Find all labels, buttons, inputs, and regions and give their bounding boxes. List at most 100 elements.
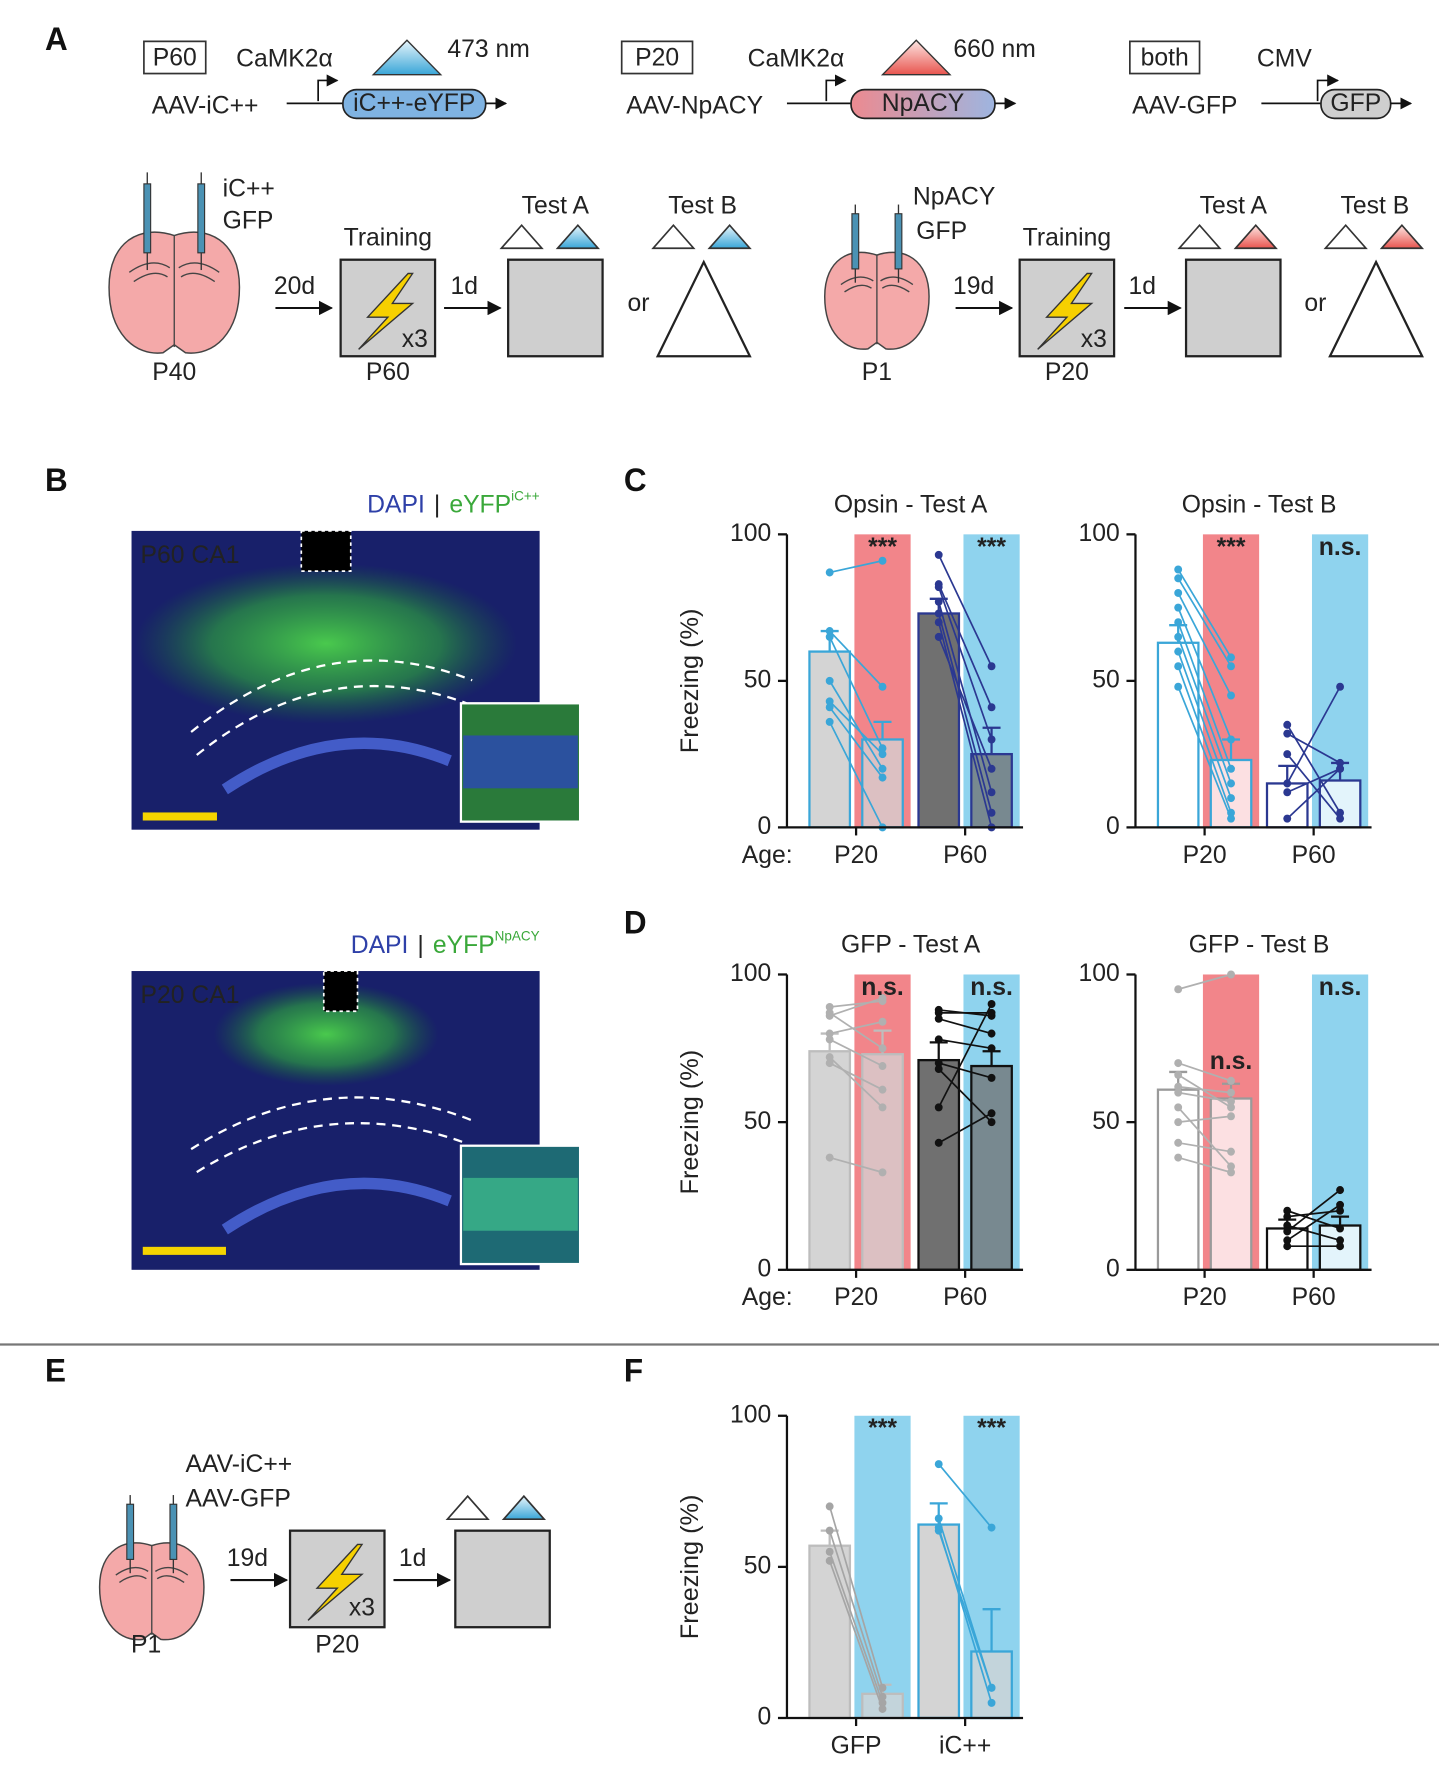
pair-line [829, 706, 884, 779]
pair-point [1283, 779, 1292, 788]
pair-point [825, 1502, 834, 1511]
shock-icon [1037, 272, 1094, 350]
label: x3 [1081, 325, 1107, 353]
pair-point [934, 1526, 943, 1535]
pair-point [1227, 653, 1235, 662]
pair-point [1283, 814, 1292, 823]
pair-line [829, 700, 884, 755]
pair-point [1227, 735, 1235, 744]
pair-point [934, 1460, 943, 1469]
pair-line [828, 1551, 884, 1704]
panel-label: B [45, 462, 68, 498]
error-bar [929, 1041, 948, 1061]
y-axis-label: Freezing (%) [676, 1050, 704, 1195]
bar [917, 1058, 961, 1271]
bar [970, 1064, 1013, 1271]
pair-line [1178, 1141, 1232, 1153]
pair-point [1174, 1088, 1183, 1097]
bar [917, 612, 961, 829]
bar [917, 1523, 961, 1720]
pair-point [878, 556, 887, 565]
pair-point [1174, 603, 1183, 612]
x-axis-label: Age: [742, 841, 793, 869]
pair-line [937, 554, 993, 667]
pair-point [1174, 588, 1183, 597]
pair-point [1227, 1112, 1235, 1121]
pair-point [1174, 647, 1183, 656]
pair-point [1336, 758, 1345, 767]
pair-point [825, 1153, 834, 1162]
label: Test A [1200, 191, 1268, 219]
label: x3 [349, 1593, 375, 1621]
pair-line [828, 1530, 884, 1698]
panel-label: A [45, 21, 68, 57]
pair-point [934, 550, 943, 559]
pair-point [1174, 1118, 1183, 1127]
pair-point [1227, 1147, 1235, 1156]
stain: DAPI [367, 490, 425, 518]
promoter-arrow [825, 74, 847, 102]
context-triangle [1328, 259, 1424, 358]
label: 20d [274, 272, 315, 300]
pair-point [1336, 1242, 1345, 1251]
pair-point [1336, 1200, 1345, 1209]
pair-point [1174, 1103, 1183, 1112]
label: iC++ [223, 174, 275, 202]
panel-label: F [624, 1352, 643, 1388]
light-triangle [880, 39, 952, 76]
pair-line [1177, 636, 1232, 784]
pair-line [1177, 621, 1232, 770]
label: 19d [227, 1544, 268, 1572]
age-box [1129, 40, 1201, 75]
pair-line [1178, 1115, 1232, 1124]
pair-point [825, 632, 834, 641]
promoter-arrow [1316, 74, 1340, 102]
pair-point [1336, 808, 1345, 817]
pair-point [1227, 794, 1235, 803]
implant [322, 970, 359, 1013]
label: AAV-iC++ [185, 1450, 292, 1478]
image-legend: DAPI | eYFPiC++ [367, 488, 539, 518]
pair-line [937, 1530, 993, 1689]
pair-line [1286, 686, 1341, 784]
syringe [197, 183, 206, 254]
pair-line [828, 721, 884, 828]
syringe [851, 213, 860, 270]
pair-line [1286, 732, 1341, 764]
pair-line [938, 1463, 993, 1529]
syringe [169, 1503, 178, 1560]
pair-point [1174, 682, 1183, 691]
syringe [143, 183, 152, 254]
pair-point [934, 632, 943, 641]
pair-point [878, 1017, 887, 1026]
error-bar [873, 720, 892, 740]
pair-point [1174, 1082, 1183, 1091]
pair-point [1174, 1153, 1183, 1162]
error-bar [1331, 1215, 1350, 1226]
syringe [126, 1503, 135, 1560]
pair-point [934, 1059, 943, 1068]
y-tick-label: 50 [1092, 665, 1120, 693]
pair-line [937, 1003, 993, 1108]
pair-point [934, 609, 943, 618]
light-on [555, 223, 600, 250]
y-tick-label: 50 [1092, 1107, 1120, 1135]
chart-title: Opsin - Test B [1182, 490, 1337, 518]
shock-icon [307, 1543, 364, 1621]
x-tick-label: P60 [1292, 1283, 1336, 1311]
y-tick-label: 100 [1078, 959, 1119, 987]
pair-point [934, 1008, 943, 1017]
pair-point [934, 618, 943, 627]
pair-point [825, 697, 834, 706]
pair-line [1177, 686, 1232, 819]
hippocampus [128, 262, 220, 283]
x-tick-label: P20 [834, 841, 878, 869]
label: P1 [131, 1630, 161, 1658]
pair-point [878, 1062, 887, 1071]
expression-signal [134, 563, 518, 724]
x-tick-label: P20 [1183, 841, 1227, 869]
pair-point [825, 703, 834, 712]
separator: | [417, 930, 423, 958]
x-tick-label: iC++ [939, 1731, 991, 1759]
x-tick-label: P60 [943, 1283, 987, 1311]
